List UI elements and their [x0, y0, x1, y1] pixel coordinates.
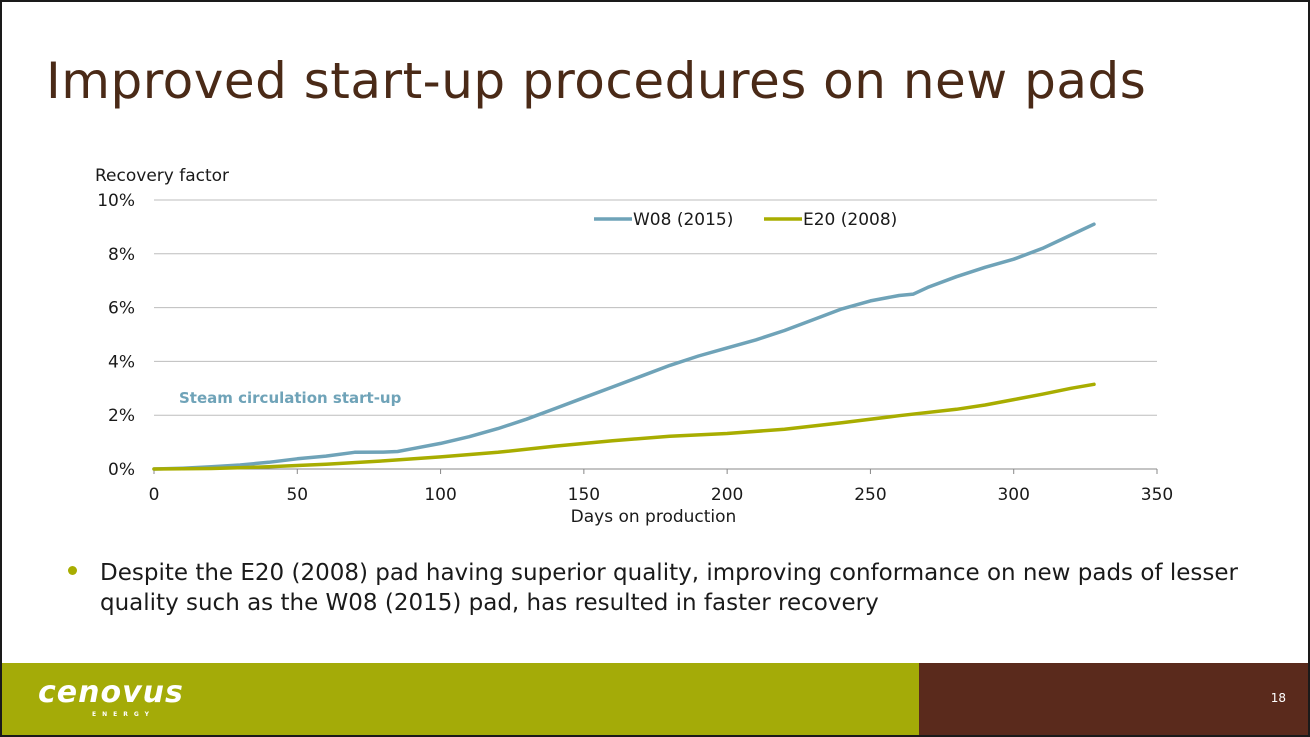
x-tick-label: 150	[568, 485, 600, 505]
x-tick-label: 250	[854, 485, 886, 505]
cenovus-logo-tagline: ENERGY	[92, 711, 155, 718]
x-tick-label: 100	[424, 485, 456, 505]
x-tick-label: 300	[997, 485, 1029, 505]
y-tick-label: 0%	[108, 460, 135, 480]
legend-label: W08 (2015)	[633, 210, 733, 230]
series-line-e20	[152, 382, 1096, 471]
bullet-dot	[68, 566, 77, 575]
footer-left-band: cenovus ENERGY	[2, 663, 919, 735]
footer: cenovus ENERGY 18	[2, 663, 1308, 735]
x-tick-label: 0	[149, 485, 160, 505]
x-tick-label: 200	[711, 485, 743, 505]
footer-right-band: 18	[919, 663, 1308, 735]
y-tick-label: 2%	[108, 406, 135, 426]
steam-circulation-annotation: Steam circulation start-up	[179, 389, 402, 407]
legend-label: E20 (2008)	[803, 210, 897, 230]
slide-title: Improved start-up procedures on new pads	[46, 52, 1147, 110]
y-tick-label: 6%	[108, 299, 135, 319]
y-axis-title: Recovery factor	[95, 166, 229, 186]
x-axis-title: Days on production	[571, 507, 737, 527]
recovery-factor-chart: 0% 2% 4% 6% 8% 10% 0 50 100 150 200 250 300 350 W08 (…	[95, 166, 1173, 527]
bullet-text: Despite the E20 (2008) pad having superi…	[100, 560, 1238, 616]
y-tick-label: 8%	[108, 245, 135, 265]
page-number: 18	[1270, 691, 1286, 705]
x-tick-label: 350	[1141, 485, 1173, 505]
bullet-point: Despite the E20 (2008) pad having superi…	[68, 558, 1248, 618]
cenovus-logo: cenovus	[38, 675, 184, 710]
y-tick-label: 4%	[108, 352, 135, 372]
x-tick-label: 50	[286, 485, 308, 505]
series-line-w08	[152, 222, 1096, 471]
y-tick-label: 10%	[97, 191, 135, 211]
